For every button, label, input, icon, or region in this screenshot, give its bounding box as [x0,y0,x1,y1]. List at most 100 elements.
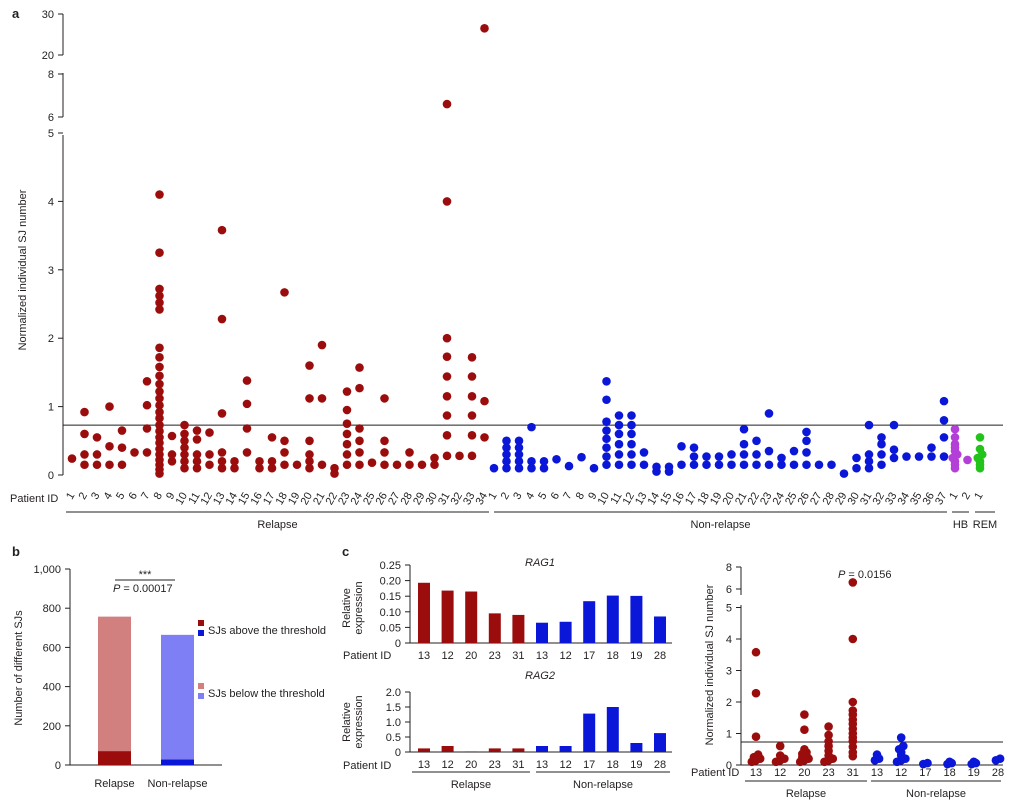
panel-a-patient-id-label: Patient ID [10,493,58,505]
panel-a-x-tick-label: 9 [586,491,599,502]
panel-a-dot [230,463,239,473]
panel-a-dot [702,460,711,470]
panel-c-sj-y-tick-label: 0 [726,760,732,772]
panel-a-x-tick-label: 30 [846,491,863,508]
panel-c-rag1-ylabel-line1: Relative [341,588,353,628]
panel-c-sj-pvalue-symbol: P [838,569,846,581]
panel-c-rag2-ylabel-line1: Relative [341,702,353,742]
panel-c-rag2-bar [418,748,430,752]
panel-a-dot [217,314,227,324]
panel-a-x-tick-label: 28 [399,491,416,508]
panel-a-dot [205,460,214,470]
panel-a-dot [155,387,164,396]
panel-a-dot [80,460,89,470]
panel-c-rag2-x-tick-label: 20 [465,759,477,771]
panel-a-x-tick-label: 30 [424,491,441,508]
panel-b-bar-segment [98,751,131,765]
panel-a-x-tick-label: 6 [549,491,562,502]
panel-c-sj-dot [969,757,979,767]
panel-a-dot [280,460,289,470]
panel-a-dot [777,453,786,463]
panel-a-dot [614,450,624,459]
panel-a-x-tick-label: 13 [633,491,650,508]
panel-a-dot [827,460,836,470]
panel-a-dot [155,433,164,442]
panel-a-x-tick-label: 25 [783,491,800,508]
panel-a-dot [292,460,302,470]
panel-c-rag2-bar [654,733,666,752]
panel-a-dot [180,429,189,439]
panel-a-dot [864,457,874,466]
panel-a-dot [380,460,389,470]
panel-a-dot [192,450,202,459]
panel-a-dot [914,452,924,461]
panel-b-pvalue-value: = 0.00017 [120,583,172,595]
panel-a-x-tick-label: 25 [361,491,378,508]
panel-a-dot [92,450,102,459]
panel-c-rag1-y-tick-label: 0.25 [380,560,401,572]
panel-a-x-tick-label: 2 [77,491,90,502]
panel-a-dot [467,451,477,461]
panel-c-sj-dot [753,750,763,759]
panel-a-dot [142,448,152,457]
panel-a-dot [602,417,611,426]
panel-c-rag1-y-tick-label: 0.05 [380,622,401,634]
panel-a-dot [67,454,77,463]
panel-a-dot [342,460,352,470]
panel-a-dot [242,424,252,433]
panel-a-dot [527,422,536,432]
panel-c-rag2-x-tick-label: 13 [418,759,430,771]
panel-c-sj-y-tick-label: 2 [726,697,732,709]
panel-a-dot [267,463,277,473]
panel-a-dot [442,392,452,401]
panel-a-dot [142,400,152,410]
panel-c-sj-patient-id-label: Patient ID [691,767,739,779]
panel-a-dot [864,420,874,430]
panel-a-dot [927,443,936,452]
panel-a-dot [155,379,164,389]
panel-a-dot [342,450,352,459]
panel-a-dot [305,361,314,370]
panel-a-dot [192,435,202,444]
panel-c-rag1-patient-id-label: Patient ID [343,650,391,662]
panel-a-dot [902,452,911,461]
panel-c-rag2-bar [583,713,596,752]
panel-a-x-tick-label: 12 [621,491,638,508]
panel-a-dot [480,396,489,406]
panel-a-dot [939,433,949,442]
panel-a-dot [355,363,364,372]
panel-a-dot [602,426,611,435]
panel-c-sj-dot [800,710,809,719]
panel-a-dot [92,460,102,470]
panel-a-x-tick-label: 15 [658,491,675,508]
panel-c-rag2-x-tick-label: 12 [441,759,453,771]
panel-a-x-tick-label: 31 [436,491,453,508]
panel-a-dot [455,451,464,461]
panel-a-x-tick-label: 1 [972,491,985,502]
panel-a-dot [602,434,611,444]
panel-c-rag1-x-tick-label: 12 [441,650,453,662]
panel-c-sj-group-label: Relapse [786,788,826,800]
panel-a-dot [155,420,164,430]
panel-b-y-tick-label: 600 [43,642,61,654]
panel-c-rag1-y-tick-label: 0.15 [380,591,401,603]
panel-a-dot [117,460,127,470]
panel-c-sj-group-label: Non-relapse [906,788,966,800]
panel-a-dot [602,376,611,386]
panel-a-dot [975,444,985,454]
panel-a-x-tick-label: 10 [174,491,191,508]
panel-c-sj-x-tick-label: 31 [847,767,859,779]
panel-a-dot [305,394,314,403]
panel-c-rag1-x-tick-label: 31 [512,650,524,662]
panel-a-dot [950,439,960,449]
panel-a-dot [602,460,611,470]
panel-c-rag2-x-tick-label: 18 [607,759,619,771]
panel-a-dot [192,463,202,473]
panel-a-x-tick-label: 3 [89,491,102,502]
panel-a-dot [539,457,549,466]
panel-a-dot [442,197,452,206]
panel-a-x-tick-label: 27 [386,491,403,508]
panel-a-y-tick-label: 4 [48,196,54,208]
panel-a-x-tick-label: 6 [127,491,140,502]
panel-a-x-tick-label: 3 [511,491,524,502]
